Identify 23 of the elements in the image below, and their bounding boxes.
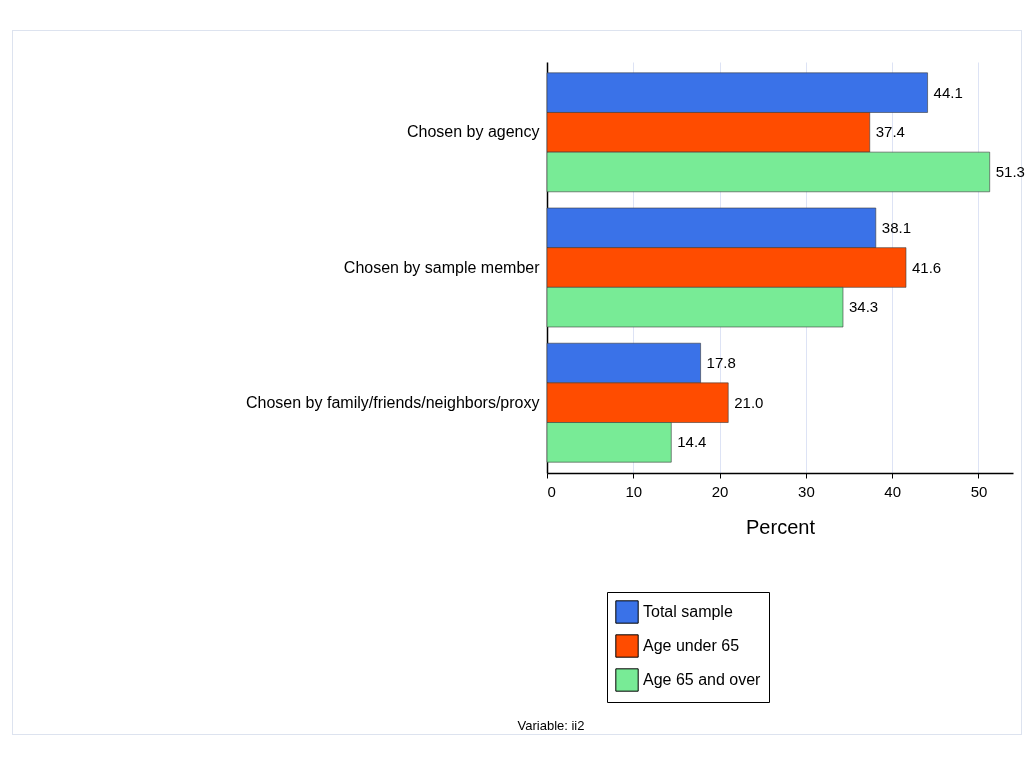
data-label: 38.1: [881, 218, 911, 236]
text: Variable: ii2: [517, 718, 585, 733]
legend-label: Age 65 and over: [643, 671, 762, 688]
y-tick-label: Chosen by sample member: [343, 258, 541, 276]
data-label: 17.8: [706, 354, 736, 372]
data-label: 14.4: [677, 433, 707, 451]
data-label: 41.6: [911, 258, 942, 276]
y-tick-label: Chosen by agency: [406, 123, 540, 141]
x-axis-title: Percent: [746, 515, 816, 538]
data-label: 51.3: [995, 162, 1025, 180]
legend-label: Age under 65: [643, 637, 740, 654]
x-tick-label: 40: [884, 482, 902, 500]
data-label: 44.1: [933, 83, 963, 101]
x-tick-label: 30: [798, 482, 815, 500]
legend-label: Total sample: [643, 603, 733, 620]
x-tick-label: 20: [711, 482, 729, 500]
x-tick-label: 0: [547, 482, 556, 500]
data-label: 34.3: [849, 298, 879, 316]
x-tick-label: 10: [625, 482, 643, 500]
x-tick-label: 50: [970, 482, 988, 500]
data-label: 37.4: [875, 123, 905, 141]
y-tick-label: Chosen by family/friends/neighbors/proxy: [246, 393, 540, 411]
data-label: 21.0: [734, 393, 764, 411]
